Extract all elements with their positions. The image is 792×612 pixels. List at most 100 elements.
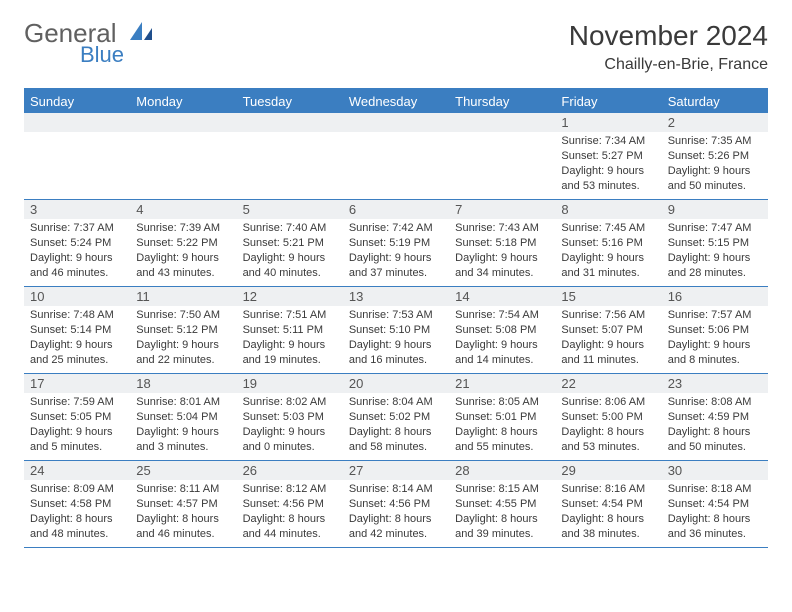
day-number: 28 <box>449 461 555 480</box>
day-sunrise: Sunrise: 8:02 AM <box>243 395 337 410</box>
week-row: 3Sunrise: 7:37 AMSunset: 5:24 PMDaylight… <box>24 200 768 287</box>
day-number <box>343 113 449 132</box>
day-cell: 29Sunrise: 8:16 AMSunset: 4:54 PMDayligh… <box>555 461 661 547</box>
day-cell: 23Sunrise: 8:08 AMSunset: 4:59 PMDayligh… <box>662 374 768 460</box>
day-cell <box>343 113 449 199</box>
day-sunset: Sunset: 5:03 PM <box>243 410 337 425</box>
day-cell: 5Sunrise: 7:40 AMSunset: 5:21 PMDaylight… <box>237 200 343 286</box>
day-body: Sunrise: 8:11 AMSunset: 4:57 PMDaylight:… <box>130 480 236 545</box>
day-sunset: Sunset: 4:56 PM <box>243 497 337 512</box>
day-sunset: Sunset: 5:11 PM <box>243 323 337 338</box>
day-daylight: Daylight: 9 hours and 19 minutes. <box>243 338 337 368</box>
day-body: Sunrise: 8:18 AMSunset: 4:54 PMDaylight:… <box>662 480 768 545</box>
day-sunset: Sunset: 5:22 PM <box>136 236 230 251</box>
day-daylight: Daylight: 8 hours and 39 minutes. <box>455 512 549 542</box>
day-number: 30 <box>662 461 768 480</box>
day-body: Sunrise: 8:08 AMSunset: 4:59 PMDaylight:… <box>662 393 768 458</box>
day-number: 15 <box>555 287 661 306</box>
day-number: 12 <box>237 287 343 306</box>
day-body: Sunrise: 8:14 AMSunset: 4:56 PMDaylight:… <box>343 480 449 545</box>
day-number: 11 <box>130 287 236 306</box>
day-sunset: Sunset: 5:10 PM <box>349 323 443 338</box>
day-sunrise: Sunrise: 8:11 AM <box>136 482 230 497</box>
day-sunset: Sunset: 5:00 PM <box>561 410 655 425</box>
day-body: Sunrise: 8:15 AMSunset: 4:55 PMDaylight:… <box>449 480 555 545</box>
day-cell <box>130 113 236 199</box>
day-sunset: Sunset: 5:02 PM <box>349 410 443 425</box>
day-cell: 7Sunrise: 7:43 AMSunset: 5:18 PMDaylight… <box>449 200 555 286</box>
day-daylight: Daylight: 9 hours and 16 minutes. <box>349 338 443 368</box>
day-sunrise: Sunrise: 7:42 AM <box>349 221 443 236</box>
day-number: 19 <box>237 374 343 393</box>
day-sunrise: Sunrise: 7:35 AM <box>668 134 762 149</box>
day-daylight: Daylight: 8 hours and 46 minutes. <box>136 512 230 542</box>
day-sunrise: Sunrise: 8:09 AM <box>30 482 124 497</box>
dow-sunday: Sunday <box>24 90 130 113</box>
month-title: November 2024 <box>569 20 768 52</box>
day-body <box>130 132 236 138</box>
day-cell: 11Sunrise: 7:50 AMSunset: 5:12 PMDayligh… <box>130 287 236 373</box>
day-number: 16 <box>662 287 768 306</box>
day-number: 1 <box>555 113 661 132</box>
day-body: Sunrise: 7:48 AMSunset: 5:14 PMDaylight:… <box>24 306 130 371</box>
day-number: 25 <box>130 461 236 480</box>
day-daylight: Daylight: 8 hours and 44 minutes. <box>243 512 337 542</box>
day-number: 3 <box>24 200 130 219</box>
day-number: 21 <box>449 374 555 393</box>
day-body: Sunrise: 8:04 AMSunset: 5:02 PMDaylight:… <box>343 393 449 458</box>
day-body: Sunrise: 7:47 AMSunset: 5:15 PMDaylight:… <box>662 219 768 284</box>
day-sunset: Sunset: 5:05 PM <box>30 410 124 425</box>
day-number: 7 <box>449 200 555 219</box>
day-number <box>237 113 343 132</box>
day-body: Sunrise: 7:57 AMSunset: 5:06 PMDaylight:… <box>662 306 768 371</box>
day-daylight: Daylight: 9 hours and 43 minutes. <box>136 251 230 281</box>
day-body: Sunrise: 7:51 AMSunset: 5:11 PMDaylight:… <box>237 306 343 371</box>
day-daylight: Daylight: 9 hours and 3 minutes. <box>136 425 230 455</box>
day-cell: 3Sunrise: 7:37 AMSunset: 5:24 PMDaylight… <box>24 200 130 286</box>
day-number: 24 <box>24 461 130 480</box>
day-sunset: Sunset: 4:59 PM <box>668 410 762 425</box>
dow-thursday: Thursday <box>449 90 555 113</box>
day-number <box>130 113 236 132</box>
day-body <box>449 132 555 138</box>
day-number <box>449 113 555 132</box>
day-sunset: Sunset: 4:55 PM <box>455 497 549 512</box>
day-sunset: Sunset: 4:56 PM <box>349 497 443 512</box>
day-sunset: Sunset: 5:19 PM <box>349 236 443 251</box>
day-cell <box>449 113 555 199</box>
dow-monday: Monday <box>130 90 236 113</box>
day-cell: 21Sunrise: 8:05 AMSunset: 5:01 PMDayligh… <box>449 374 555 460</box>
day-cell: 15Sunrise: 7:56 AMSunset: 5:07 PMDayligh… <box>555 287 661 373</box>
day-sunset: Sunset: 5:07 PM <box>561 323 655 338</box>
day-body: Sunrise: 7:54 AMSunset: 5:08 PMDaylight:… <box>449 306 555 371</box>
day-cell: 16Sunrise: 7:57 AMSunset: 5:06 PMDayligh… <box>662 287 768 373</box>
day-sunrise: Sunrise: 7:39 AM <box>136 221 230 236</box>
day-body: Sunrise: 7:37 AMSunset: 5:24 PMDaylight:… <box>24 219 130 284</box>
day-sunrise: Sunrise: 8:16 AM <box>561 482 655 497</box>
day-body: Sunrise: 7:50 AMSunset: 5:12 PMDaylight:… <box>130 306 236 371</box>
day-body: Sunrise: 8:09 AMSunset: 4:58 PMDaylight:… <box>24 480 130 545</box>
day-sunset: Sunset: 5:06 PM <box>668 323 762 338</box>
day-body: Sunrise: 8:01 AMSunset: 5:04 PMDaylight:… <box>130 393 236 458</box>
day-number <box>24 113 130 132</box>
sail-icon <box>128 20 154 47</box>
day-sunrise: Sunrise: 8:01 AM <box>136 395 230 410</box>
day-body: Sunrise: 8:12 AMSunset: 4:56 PMDaylight:… <box>237 480 343 545</box>
day-cell: 25Sunrise: 8:11 AMSunset: 4:57 PMDayligh… <box>130 461 236 547</box>
day-body: Sunrise: 8:02 AMSunset: 5:03 PMDaylight:… <box>237 393 343 458</box>
day-daylight: Daylight: 8 hours and 50 minutes. <box>668 425 762 455</box>
day-cell: 4Sunrise: 7:39 AMSunset: 5:22 PMDaylight… <box>130 200 236 286</box>
day-daylight: Daylight: 8 hours and 53 minutes. <box>561 425 655 455</box>
day-sunrise: Sunrise: 7:59 AM <box>30 395 124 410</box>
day-body: Sunrise: 7:59 AMSunset: 5:05 PMDaylight:… <box>24 393 130 458</box>
day-cell: 26Sunrise: 8:12 AMSunset: 4:56 PMDayligh… <box>237 461 343 547</box>
day-sunrise: Sunrise: 7:50 AM <box>136 308 230 323</box>
dow-friday: Friday <box>555 90 661 113</box>
day-daylight: Daylight: 9 hours and 14 minutes. <box>455 338 549 368</box>
day-body: Sunrise: 7:34 AMSunset: 5:27 PMDaylight:… <box>555 132 661 197</box>
location-label: Chailly-en-Brie, France <box>569 56 768 74</box>
day-cell: 22Sunrise: 8:06 AMSunset: 5:00 PMDayligh… <box>555 374 661 460</box>
day-number: 5 <box>237 200 343 219</box>
day-sunrise: Sunrise: 7:40 AM <box>243 221 337 236</box>
day-cell: 8Sunrise: 7:45 AMSunset: 5:16 PMDaylight… <box>555 200 661 286</box>
